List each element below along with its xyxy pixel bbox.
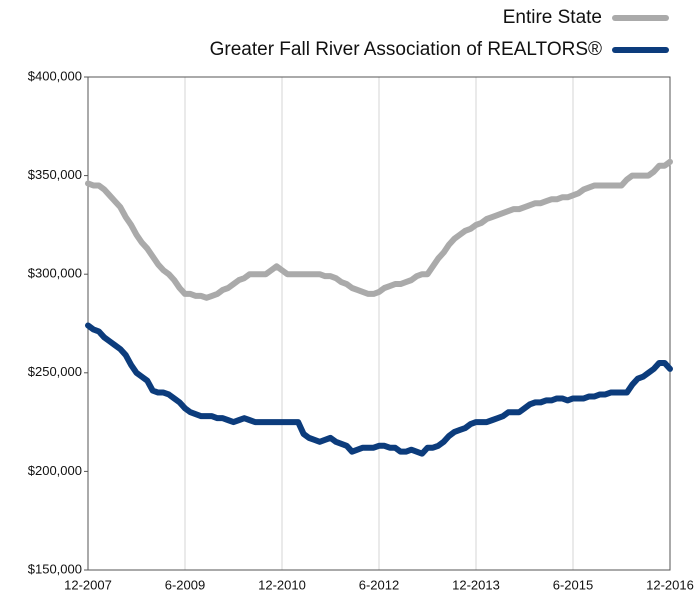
x-tick-label: 6-2015 — [553, 577, 593, 592]
y-tick-label: $300,000 — [28, 266, 82, 281]
x-tick-label: 12-2010 — [258, 577, 306, 592]
legend-label: Entire State — [503, 7, 602, 28]
y-tick-label: $350,000 — [28, 167, 82, 182]
series-line — [85, 322, 673, 457]
x-tick-label: 12-2016 — [646, 577, 694, 592]
series-line — [85, 158, 673, 301]
y-tick-label: $150,000 — [28, 561, 82, 576]
x-tick-label: 12-2007 — [64, 577, 112, 592]
x-tick-label: 6-2009 — [165, 577, 205, 592]
x-tick-label: 6-2012 — [359, 577, 399, 592]
y-tick-label: $400,000 — [28, 68, 82, 83]
x-tick-label: 12-2013 — [452, 577, 500, 592]
y-tick-label: $250,000 — [28, 364, 82, 379]
y-tick-label: $200,000 — [28, 463, 82, 478]
legend-label: Greater Fall River Association of REALTO… — [210, 39, 602, 60]
